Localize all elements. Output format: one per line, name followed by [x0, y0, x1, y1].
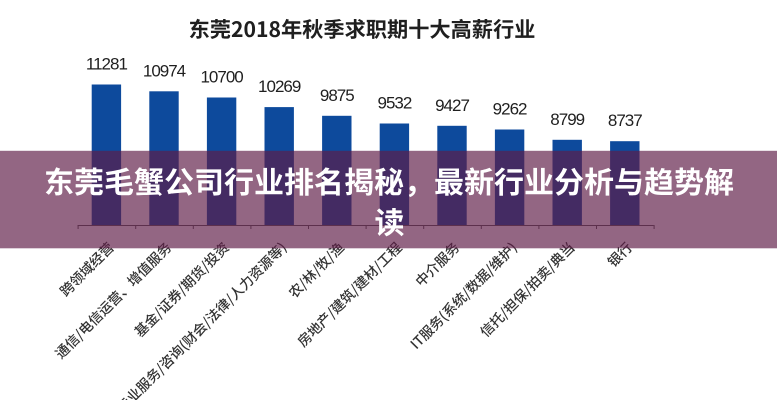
svg-text:9875: 9875	[320, 86, 354, 105]
svg-text:10700: 10700	[200, 68, 243, 87]
svg-text:10974: 10974	[143, 61, 186, 80]
svg-text:10269: 10269	[258, 77, 301, 96]
svg-text:8799: 8799	[550, 110, 584, 129]
svg-text:8737: 8737	[608, 111, 642, 130]
svg-text:9262: 9262	[493, 100, 527, 119]
svg-text:9532: 9532	[377, 94, 411, 113]
svg-text:9427: 9427	[435, 96, 469, 115]
svg-text:11281: 11281	[86, 55, 128, 74]
